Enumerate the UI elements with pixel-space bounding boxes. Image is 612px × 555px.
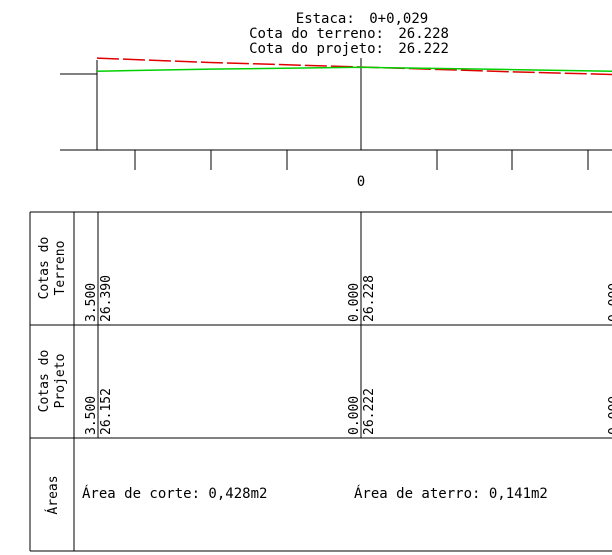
row-label-terrain-line2: Terreno [53,241,68,296]
fill-area-text: Área de aterro: 0,141m2 [354,485,548,502]
design-offset-right-partial: 0.000 [607,396,612,435]
terrain-offset-right-partial: 0.000 [607,283,612,322]
profile-frame [60,58,612,170]
svg-text:Cota do terreno: 26.228: Cota do terreno: 26.228 [249,26,449,42]
svg-text:Cota do projeto: 26.222: Cota do projeto: 26.222 [249,41,449,57]
x-tick-label-zero: 0 [357,174,365,190]
row-label-terrain-line1: Cotas do [37,237,52,300]
row-label-design-line2: Projeto [53,354,68,409]
design-elevation-left: 26.152 [99,388,114,435]
cut-area-text: Área de corte: 0,428m2 [82,485,267,502]
terrain-profile-line [96,57,612,76]
design-offset-left: 3.500 [84,396,99,435]
cursor-info: Estaca: 0+0,029 Cota do terreno: 26.228 … [249,11,449,57]
design-elevation-value: 26.222 [398,41,449,57]
axis-ticks [134,150,589,170]
profile-lines [96,57,612,76]
row-label-design: Cotas do Projeto [37,350,68,413]
row-label-terrain: Cotas do Terreno [37,237,68,300]
terrain-offset-center: 0.000 [347,283,362,322]
terrain-offset-left: 3.500 [84,283,99,322]
terrain-elevation-label: Cota do terreno: [249,26,384,42]
row-label-areas: Áreas [45,475,61,514]
terrain-elevation-center: 26.228 [362,275,377,322]
station-label: Estaca: [296,11,355,27]
design-offset-center: 0.000 [347,396,362,435]
data-table [29,211,612,552]
design-elevation-center: 26.222 [362,388,377,435]
terrain-elevation-value: 26.228 [398,26,449,42]
terrain-elevation-left: 26.390 [99,275,114,322]
design-profile-line [96,66,612,72]
row-label-design-line1: Cotas do [37,350,52,413]
svg-text:Estaca: 0+0,029: Estaca: 0+0,029 [296,11,428,27]
design-elevation-label: Cota do projeto: [249,41,384,57]
station-value: 0+0,029 [369,11,428,27]
